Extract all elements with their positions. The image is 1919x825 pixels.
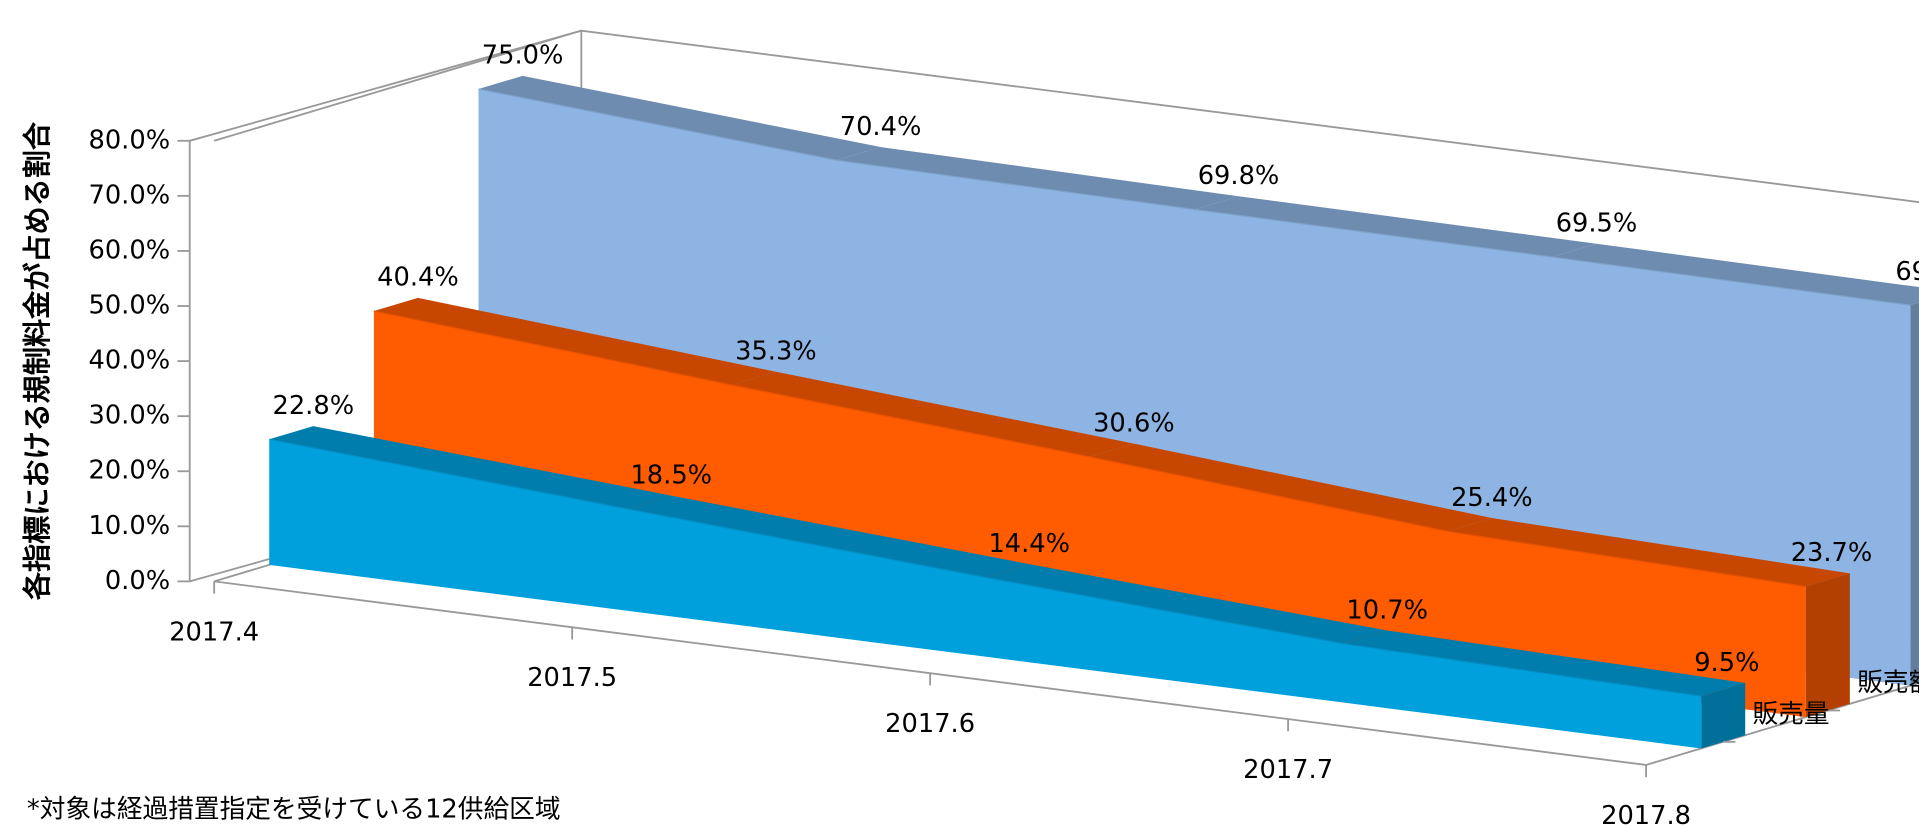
data-label: 10.7%	[1346, 595, 1428, 625]
data-label: 14.4%	[988, 529, 1070, 559]
ribbon-top	[1089, 443, 1492, 532]
legend-label: 販売量	[1753, 699, 1830, 729]
y-tick-label: 70.0%	[89, 180, 171, 210]
data-label: 30.6%	[1093, 408, 1175, 438]
y-tick-label: 50.0%	[89, 291, 171, 321]
data-label: 23.7%	[1791, 538, 1873, 568]
y-tick-label: 80.0%	[89, 125, 171, 155]
ribbon-end	[1805, 573, 1850, 718]
ribbon-end	[1910, 302, 1919, 686]
ribbon-top	[627, 495, 1030, 578]
ribbon-end	[1701, 682, 1746, 749]
ribbon-top	[1194, 196, 1597, 258]
x-tick-label: 2017.4	[169, 617, 259, 647]
data-label: 40.4%	[377, 263, 459, 293]
ribbon-front	[373, 311, 1806, 718]
data-label: 18.5%	[630, 461, 712, 491]
ribbon-top	[373, 297, 776, 385]
series-line	[269, 438, 1702, 697]
ribbon-top	[731, 371, 1134, 457]
data-label: 35.3%	[735, 337, 817, 367]
data-label: 69.8%	[1198, 161, 1280, 191]
footnote: *対象は経過措置指定を受けている12供給区域	[27, 795, 561, 825]
data-label: 9.5%	[1694, 648, 1759, 678]
y-tick-label: 0.0%	[105, 566, 170, 596]
legend-label: 販売額	[1857, 668, 1919, 698]
y-tick-label: 60.0%	[89, 235, 171, 265]
ribbon-top	[269, 426, 672, 509]
y-tick-label: 20.0%	[89, 456, 171, 486]
x-tick-label: 2017.8	[1601, 801, 1691, 825]
ribbon-front	[269, 439, 1702, 749]
y-axis-title: 各指標における規制料金が占める割合	[21, 121, 54, 601]
ribbon-top	[985, 564, 1388, 644]
ribbon-top	[1343, 630, 1746, 697]
x-tick-label: 2017.7	[1243, 755, 1333, 785]
x-tick-label: 2017.5	[527, 663, 617, 693]
ribbon-top	[1447, 517, 1850, 587]
wall-edge	[213, 29, 1919, 204]
series-line	[478, 88, 1911, 306]
data-label: 70.4%	[840, 112, 922, 142]
data-label: 75.0%	[482, 41, 564, 71]
y-tick-label: 30.0%	[89, 401, 171, 431]
ribbon-top	[1552, 243, 1919, 306]
left-wall-top	[189, 29, 582, 142]
y-tick-label: 10.0%	[89, 511, 171, 541]
data-label: 22.8%	[273, 391, 355, 421]
x-tick-label: 2017.6	[885, 709, 975, 739]
y-tick-label: 40.0%	[89, 346, 171, 376]
ribbon-top	[478, 75, 881, 161]
data-label: 69.5%	[1556, 209, 1638, 239]
series-line	[373, 310, 1806, 588]
data-label: 25.4%	[1451, 483, 1533, 513]
ribbon-top	[836, 147, 1239, 210]
data-label: 69.1%	[1895, 257, 1919, 287]
